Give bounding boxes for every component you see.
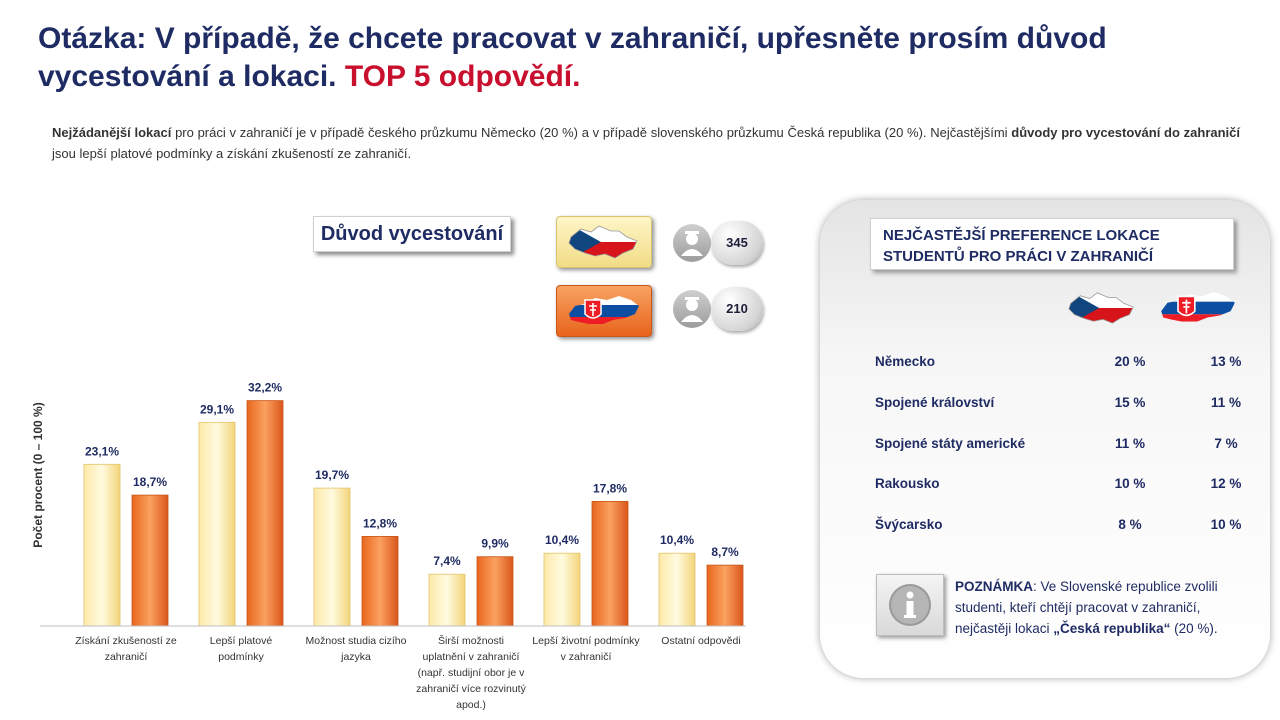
- cz-flag-button[interactable]: [556, 216, 652, 268]
- category-label: (např. studijní obor je v: [418, 667, 526, 679]
- bar-value-label: 32,2%: [248, 381, 282, 395]
- note-text-1: : Ve Slovenské republice zvolili student…: [955, 579, 1218, 636]
- sk-bar: [131, 494, 169, 627]
- cz-bar: [658, 552, 696, 627]
- cz-bar: [543, 552, 581, 627]
- panel-heading-line2: STUDENTŮ PRO PRÁCI V ZAHRANIČÍ: [883, 248, 1154, 265]
- category-label: Lepší platové: [210, 635, 273, 647]
- category-label: zahraničí více rozvinutý: [416, 683, 526, 695]
- note-label: POZNÁMKA: [955, 579, 1033, 594]
- cz-respondent-count: 345: [711, 221, 763, 265]
- cz-bar: [83, 463, 121, 627]
- location-sk-value: 11 %: [1210, 395, 1242, 410]
- slovak-map-icon: [569, 296, 639, 324]
- page-title: Otázka: V případě, že chcete pracovat v …: [38, 20, 1238, 96]
- category-label: zahraničí: [105, 651, 148, 663]
- title-highlight: TOP 5 odpovědí.: [344, 60, 581, 93]
- note-text-2: (20 %).: [1170, 621, 1218, 636]
- location-row: Švýcarsko 8 % 10 %: [875, 517, 1255, 539]
- bar-value-label: 10,4%: [545, 533, 579, 547]
- location-row: Rakousko 10 % 12 %: [875, 476, 1255, 498]
- slovak-map-icon: [1161, 292, 1235, 322]
- person-icon: [673, 290, 711, 328]
- bar-value-label: 9,9%: [481, 537, 509, 551]
- category-label: Širší možnosti: [438, 634, 504, 647]
- sk-bar: [476, 556, 514, 627]
- location-sk-value: 7 %: [1214, 436, 1238, 451]
- location-name: Německo: [875, 354, 936, 369]
- panel-heading-line1: NEJČASTĚJŠÍ PREFERENCE LOKACE: [883, 227, 1160, 244]
- category-label: jazyka: [340, 651, 371, 663]
- location-cz-value: 20 %: [1114, 354, 1146, 369]
- sk-bar: [591, 500, 629, 627]
- location-sk-value: 12 %: [1210, 476, 1242, 491]
- sk-bar: [706, 564, 744, 627]
- category-label: uplatnění v zahraničí: [423, 651, 520, 663]
- category-label: v zahraničí: [561, 651, 612, 663]
- cz-bar: [313, 487, 351, 627]
- location-sk-value: 13 %: [1210, 354, 1242, 369]
- category-label: apod.): [456, 699, 486, 710]
- intro-text-2: jsou lepší platové podmínky a získání zk…: [52, 146, 412, 161]
- category-label: Možnost studia cizího: [306, 635, 407, 647]
- location-name: Spojené státy americké: [875, 436, 1026, 451]
- note-text: POZNÁMKA: Ve Slovenské republice zvolili…: [955, 576, 1250, 639]
- czech-map-icon: [1068, 292, 1134, 324]
- panel-heading: NEJČASTĚJŠÍ PREFERENCE LOKACE STUDENTŮ P…: [870, 218, 1234, 270]
- bar-value-label: 8,7%: [711, 545, 739, 559]
- cz-bar: [428, 573, 466, 627]
- category-label: Získání zkušeností ze: [75, 635, 177, 647]
- bar-value-label: 23,1%: [85, 444, 119, 458]
- location-cz-value: 10 %: [1114, 476, 1146, 491]
- sk-respondent-count: 210: [711, 287, 763, 331]
- reason-heading: Důvod vycestování: [313, 216, 511, 252]
- location-name: Spojené království: [875, 395, 995, 410]
- sk-bar: [361, 535, 399, 627]
- bar-value-label: 17,8%: [593, 481, 627, 495]
- location-panel: NEJČASTĚJŠÍ PREFERENCE LOKACE STUDENTŮ P…: [820, 200, 1270, 678]
- location-cz-value: 15 %: [1114, 395, 1146, 410]
- title-main: Otázka: V případě, že chcete pracovat v …: [38, 22, 1107, 93]
- note-bold: „Česká republika“: [1053, 621, 1171, 636]
- location-cz-value: 11 %: [1114, 436, 1146, 451]
- location-cz-value: 8 %: [1118, 517, 1142, 532]
- bar-value-label: 12,8%: [363, 516, 397, 530]
- bar-value-label: 7,4%: [433, 554, 461, 568]
- location-row: Spojené státy americké 11 % 7 %: [875, 436, 1255, 458]
- reason-bar-chart: 23,1% 18,7% Získání zkušeností ze zahraničí…: [31, 381, 746, 710]
- intro-text-1: pro práci v zahraničí je v případě české…: [171, 125, 1012, 140]
- cz-bar: [198, 421, 236, 627]
- location-row: Spojené království 15 % 11 %: [875, 395, 1255, 417]
- bar-value-label: 10,4%: [660, 533, 694, 547]
- sk-bar: [246, 400, 284, 627]
- intro-paragraph: Nejžádanější lokací pro práci v zahranič…: [52, 122, 1240, 164]
- category-label: Lepší životní podmínky: [532, 635, 640, 647]
- czech-map-icon: [568, 225, 638, 259]
- location-name: Švýcarsko: [875, 517, 943, 532]
- sk-respondents: 210: [673, 287, 765, 333]
- category-label: Ostatní odpovědi: [661, 635, 740, 647]
- cz-respondents: 345: [673, 221, 765, 267]
- location-name: Rakousko: [875, 476, 940, 491]
- bar-value-label: 19,7%: [315, 468, 349, 482]
- intro-bold-1: Nejžádanější lokací: [52, 125, 172, 140]
- category-label: podmínky: [218, 651, 264, 663]
- bar-value-label: 18,7%: [133, 475, 167, 489]
- info-icon: [876, 574, 944, 636]
- intro-bold-2: důvody pro vycestování do zahraničí: [1011, 125, 1240, 140]
- location-row: Německo 20 % 13 %: [875, 354, 1255, 376]
- location-sk-value: 10 %: [1210, 517, 1242, 532]
- y-axis-label: Počet procent (0 – 100 %): [31, 402, 45, 547]
- person-icon: [673, 224, 711, 262]
- bar-value-label: 29,1%: [200, 402, 234, 416]
- sk-flag-button[interactable]: [556, 285, 652, 337]
